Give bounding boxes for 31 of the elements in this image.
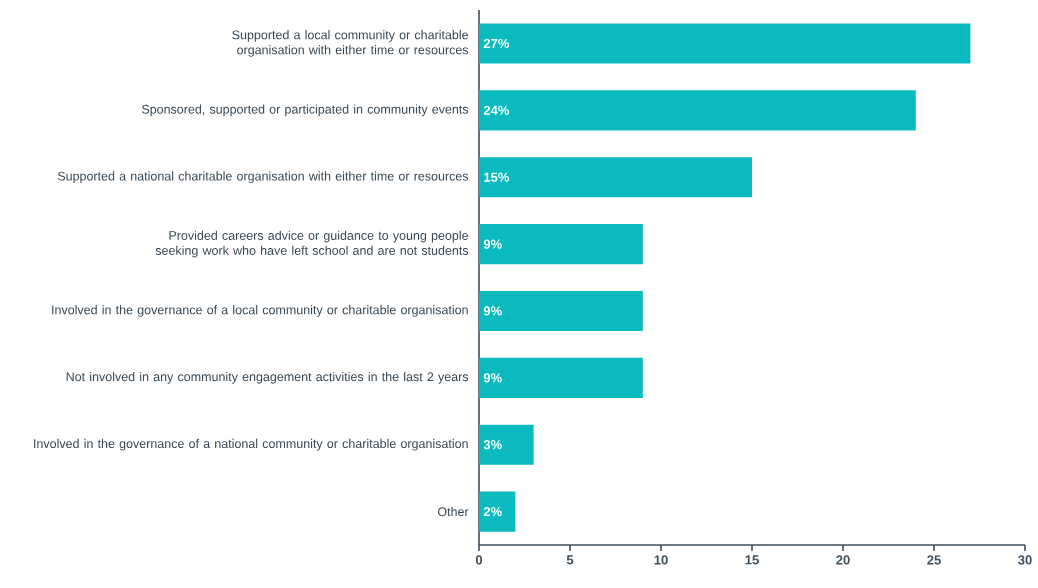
y-tick-label: Supported a local community or charitable organisation with either time or resources	[232, 30, 469, 57]
y-tick-label: Not involved in any community engagement activities in the last 2 years	[66, 371, 469, 384]
x-tick-label: 10	[654, 555, 668, 565]
y-tick-label: Supported a national charitable organisation with either time or resources	[57, 171, 469, 184]
data-label: 2%	[483, 506, 502, 517]
y-tick-label: Provided careers advice or guidance to young people seeking work who have left school and are not students	[155, 230, 469, 258]
data-label: 24%	[483, 105, 510, 115]
data-label: 9%	[483, 373, 502, 383]
bar	[479, 90, 916, 131]
x-tick-label: 30	[1018, 555, 1032, 565]
y-tick-label: Other	[437, 506, 469, 517]
x-tick-label: 5	[566, 555, 574, 565]
data-label: 9%	[483, 306, 502, 316]
bar	[479, 23, 971, 64]
bar	[479, 224, 643, 265]
data-label: 3%	[483, 440, 502, 450]
y-tick-label: Sponsored, supported or participated in community events	[141, 104, 469, 117]
x-tick-label: 20	[836, 555, 850, 565]
data-label: 15%	[484, 172, 510, 182]
x-tick-label: 15	[745, 555, 759, 565]
data-label: 27%	[483, 38, 510, 49]
y-tick-label: Involved in the governance of a national community or charitable organisation	[34, 438, 468, 451]
bar	[479, 491, 516, 532]
x-tick-label: 25	[927, 555, 941, 565]
y-tick-label: Involved in the governance of a local community or charitable organisation	[52, 305, 468, 317]
bar	[479, 290, 643, 331]
bar	[479, 424, 534, 465]
bar	[479, 157, 752, 198]
x-tick-label: 0	[475, 555, 483, 565]
data-label: 9%	[483, 239, 502, 249]
bar	[479, 357, 643, 398]
